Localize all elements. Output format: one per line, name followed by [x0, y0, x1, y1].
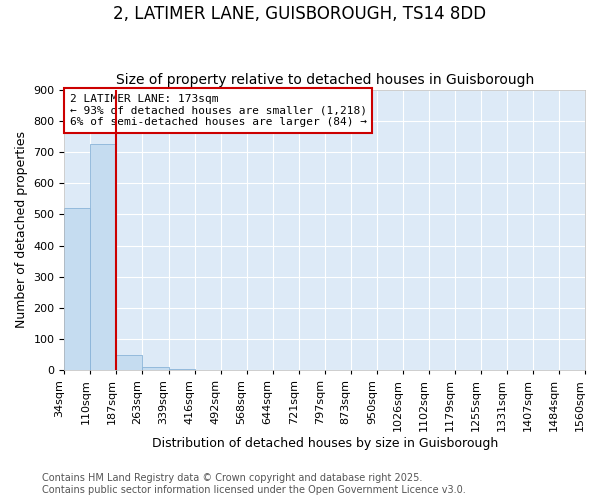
Text: 2 LATIMER LANE: 173sqm
← 93% of detached houses are smaller (1,218)
6% of semi-d: 2 LATIMER LANE: 173sqm ← 93% of detached…: [70, 94, 367, 127]
Bar: [91, 144, 116, 370]
Bar: [64, 208, 91, 370]
Text: Contains HM Land Registry data © Crown copyright and database right 2025.
Contai: Contains HM Land Registry data © Crown c…: [42, 474, 466, 495]
Text: 2, LATIMER LANE, GUISBOROUGH, TS14 8DD: 2, LATIMER LANE, GUISBOROUGH, TS14 8DD: [113, 5, 487, 23]
Title: Size of property relative to detached houses in Guisborough: Size of property relative to detached ho…: [116, 73, 534, 87]
Bar: [142, 367, 169, 370]
X-axis label: Distribution of detached houses by size in Guisborough: Distribution of detached houses by size …: [152, 437, 498, 450]
Bar: [169, 368, 194, 370]
Bar: [116, 356, 142, 370]
Y-axis label: Number of detached properties: Number of detached properties: [15, 132, 28, 328]
